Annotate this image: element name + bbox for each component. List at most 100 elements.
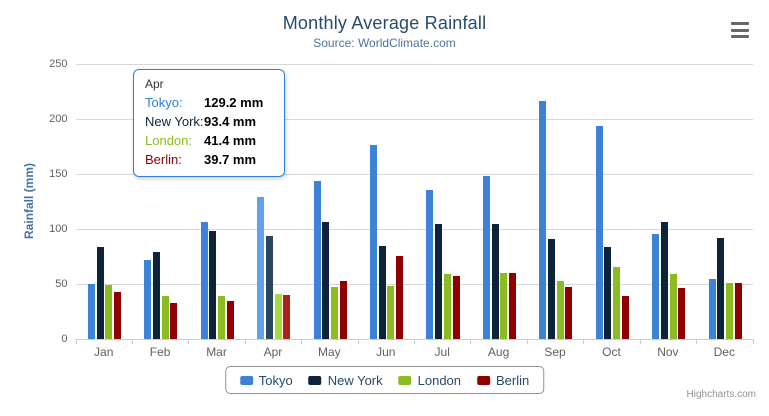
bar-tokyo-jan[interactable] xyxy=(87,284,95,339)
legend-label: Berlin xyxy=(496,372,530,388)
tooltip-series-label: Berlin: xyxy=(145,152,182,167)
y-axis-label-250: 250 xyxy=(49,58,68,70)
bar-london-feb[interactable] xyxy=(161,296,169,339)
bar-tokyo-feb[interactable] xyxy=(144,260,152,340)
bar-berlin-nov[interactable] xyxy=(678,287,686,339)
bar-new-york-sep[interactable] xyxy=(547,238,555,339)
tooltip-series-label: London: xyxy=(145,133,192,148)
x-axis-tick xyxy=(244,339,246,344)
y-axis-label-150: 150 xyxy=(49,168,68,180)
hamburger-icon[interactable] xyxy=(729,20,751,40)
tooltip: Apr Tokyo: 129.2 mm New York:93.4 mm London… xyxy=(133,69,285,177)
x-axis-label-may: May xyxy=(318,345,341,359)
legend-item-london[interactable]: London xyxy=(398,372,462,388)
y-axis-label-100: 100 xyxy=(49,223,68,235)
tooltip-header: Apr xyxy=(145,77,164,91)
hamburger-bar xyxy=(731,22,749,25)
tooltip-row-berlin: Berlin: 39.7 mm xyxy=(145,152,273,167)
bar-london-may[interactable] xyxy=(331,287,338,339)
x-axis-tick xyxy=(470,339,472,344)
x-axis-label-dec: Dec xyxy=(713,345,735,359)
bar-london-jan[interactable] xyxy=(105,285,113,339)
legend-label: Tokyo xyxy=(258,372,293,388)
x-axis-tick xyxy=(526,339,528,344)
bar-london-oct[interactable] xyxy=(613,267,620,339)
bar-berlin-may[interactable] xyxy=(339,281,347,339)
highcharts-credit-link[interactable]: Highcharts.com xyxy=(686,389,756,400)
legend-swatch-icon xyxy=(308,375,322,385)
bar-new-york-apr[interactable] xyxy=(265,236,273,339)
gridline-250 xyxy=(75,64,753,65)
x-axis-label-feb: Feb xyxy=(149,345,171,359)
bar-new-york-feb[interactable] xyxy=(153,252,160,339)
y-axis-label-50: 50 xyxy=(55,278,68,290)
bar-london-dec[interactable] xyxy=(725,282,733,339)
bar-new-york-dec[interactable] xyxy=(717,237,725,339)
x-axis-tick xyxy=(639,339,641,344)
bar-tokyo-jul[interactable] xyxy=(426,189,434,339)
bar-berlin-jun[interactable] xyxy=(396,255,404,339)
bar-new-york-oct[interactable] xyxy=(604,247,612,339)
bar-new-york-jan[interactable] xyxy=(96,247,104,339)
bar-tokyo-nov[interactable] xyxy=(652,233,660,339)
y-axis-label-200: 200 xyxy=(49,113,68,125)
bar-new-york-may[interactable] xyxy=(322,222,330,339)
bar-berlin-feb[interactable] xyxy=(170,302,178,339)
bar-tokyo-mar[interactable] xyxy=(200,222,208,339)
bar-berlin-jul[interactable] xyxy=(452,275,460,339)
bar-london-nov[interactable] xyxy=(669,273,677,339)
x-axis-label-mar: Mar xyxy=(206,345,227,359)
bar-tokyo-sep[interactable] xyxy=(539,101,547,339)
bar-berlin-oct[interactable] xyxy=(621,296,629,339)
legend-label: New York xyxy=(327,372,383,388)
x-axis-tick xyxy=(696,339,698,344)
hamburger-bar xyxy=(731,28,749,32)
bar-new-york-jun[interactable] xyxy=(378,246,386,340)
legend-label: London xyxy=(417,372,462,388)
bar-london-jun[interactable] xyxy=(387,285,395,339)
bar-new-york-aug[interactable] xyxy=(491,224,499,339)
bar-berlin-mar[interactable] xyxy=(226,301,234,340)
tooltip-series-value: 41.4 mm xyxy=(204,133,257,148)
bar-berlin-apr[interactable] xyxy=(283,295,291,339)
bar-berlin-aug[interactable] xyxy=(508,272,516,339)
bar-london-sep[interactable] xyxy=(556,281,564,339)
legend-swatch-icon xyxy=(477,375,491,385)
tooltip-rows: Tokyo: 129.2 mm New York:93.4 mm London: 41.… xyxy=(145,95,273,167)
bar-london-jul[interactable] xyxy=(443,274,451,339)
bar-london-mar[interactable] xyxy=(218,295,226,339)
x-axis-label-aug: Aug xyxy=(487,345,510,359)
chart-subtitle: Source: WorldClimate.com xyxy=(313,36,456,50)
bar-berlin-sep[interactable] xyxy=(565,286,573,339)
bar-new-york-jul[interactable] xyxy=(435,223,443,339)
chart-title: Monthly Average Rainfall xyxy=(282,13,487,33)
bar-tokyo-jun[interactable] xyxy=(370,145,377,339)
bar-new-york-mar[interactable] xyxy=(209,230,217,339)
bar-london-apr[interactable] xyxy=(274,293,282,339)
x-axis-label-jan: Jan xyxy=(94,345,114,359)
x-axis-label-jul: Jul xyxy=(434,345,450,359)
bar-berlin-jan[interactable] xyxy=(114,292,121,339)
x-axis-label-apr: Apr xyxy=(263,345,283,359)
tooltip-row-london: London: 41.4 mm xyxy=(145,133,273,148)
tooltip-series-label: New York: xyxy=(145,114,204,129)
bar-new-york-nov[interactable] xyxy=(660,221,668,339)
bar-berlin-dec[interactable] xyxy=(734,282,742,339)
legend-item-new-york[interactable]: New York xyxy=(308,372,383,388)
x-axis-label-oct: Oct xyxy=(602,345,621,359)
bar-tokyo-dec[interactable] xyxy=(708,279,716,339)
bar-tokyo-apr[interactable] xyxy=(257,196,265,339)
bar-tokyo-aug[interactable] xyxy=(482,175,490,339)
tooltip-series-value: 93.4 mm xyxy=(204,114,257,129)
x-axis-tick xyxy=(414,339,415,344)
legend-item-berlin[interactable]: Berlin xyxy=(477,373,529,388)
bar-tokyo-may[interactable] xyxy=(313,180,321,339)
tooltip-series-label: Tokyo: xyxy=(145,95,183,110)
x-axis-tick xyxy=(357,339,359,344)
tooltip-row-newyork: New York:93.4 mm xyxy=(145,114,273,129)
x-axis-tick xyxy=(75,339,77,344)
legend-item-tokyo[interactable]: Tokyo xyxy=(239,372,293,388)
bar-london-aug[interactable] xyxy=(500,273,508,339)
bar-tokyo-oct[interactable] xyxy=(595,125,603,339)
